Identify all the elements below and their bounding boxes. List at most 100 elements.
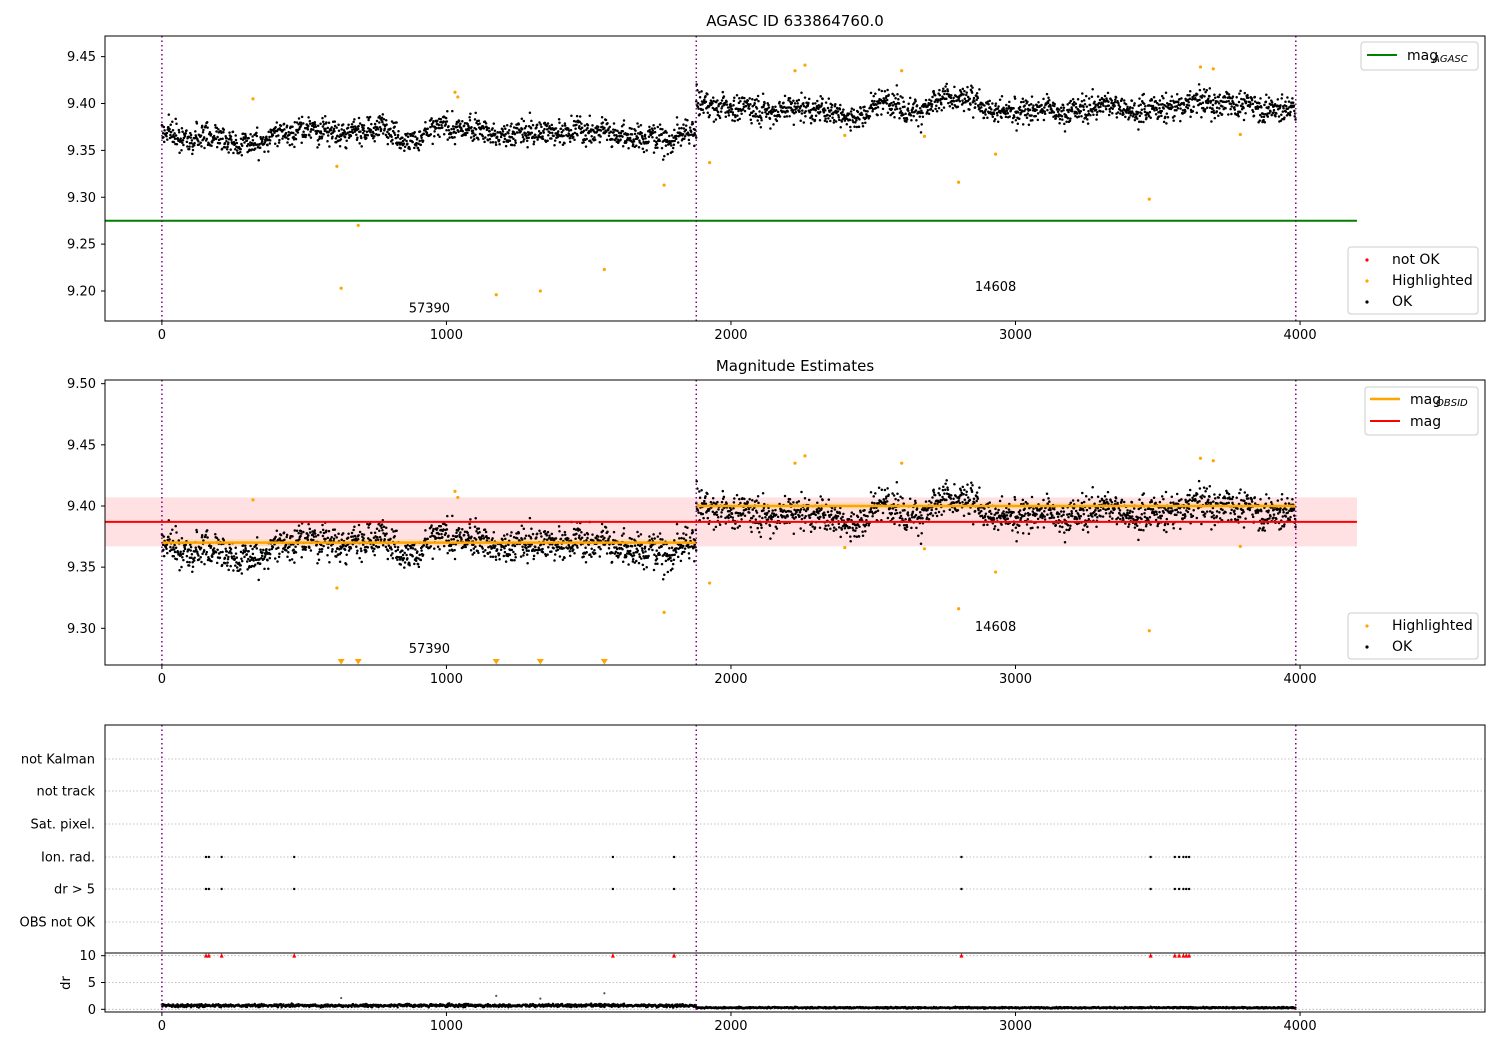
ok-point — [678, 537, 681, 540]
ok-point — [994, 105, 997, 108]
ok-point — [1179, 120, 1182, 123]
ok-point — [762, 93, 765, 96]
ok-point — [829, 115, 832, 118]
ok-point — [762, 509, 765, 512]
ok-point — [899, 107, 902, 110]
ok-point — [228, 131, 231, 134]
ok-point — [520, 555, 523, 558]
ok-point — [742, 103, 745, 106]
ok-point — [622, 123, 625, 126]
ok-point — [498, 139, 501, 142]
ok-point — [763, 102, 766, 105]
ok-point — [1171, 106, 1174, 109]
ok-point — [944, 85, 947, 88]
ok-point — [795, 111, 798, 114]
ok-point — [1252, 111, 1255, 114]
ok-point — [422, 140, 425, 143]
ok-point — [455, 132, 458, 135]
ok-point — [466, 132, 469, 135]
ok-point — [475, 530, 478, 533]
ok-point — [551, 124, 554, 127]
ok-point — [295, 551, 298, 554]
ok-point — [1067, 111, 1070, 114]
ok-point — [692, 531, 695, 534]
ok-point — [305, 546, 308, 549]
ok-point — [631, 545, 634, 548]
ok-point — [849, 526, 852, 529]
ok-point — [485, 531, 488, 534]
legend-ok-label: OK — [1392, 294, 1413, 310]
ok-point — [473, 138, 476, 141]
ok-point — [193, 142, 196, 145]
ok-point — [259, 549, 262, 552]
ok-point — [188, 145, 191, 148]
ok-point — [1167, 116, 1170, 119]
ok-point — [469, 527, 472, 530]
ok-point — [1166, 112, 1169, 115]
ok-point — [514, 142, 517, 145]
ok-point — [1007, 112, 1010, 115]
ok-point — [919, 511, 922, 514]
ok-point — [1035, 109, 1038, 112]
ok-point — [1111, 99, 1114, 102]
ok-point — [733, 528, 736, 531]
ok-point — [350, 135, 353, 138]
ok-point — [837, 110, 840, 113]
ok-point — [988, 100, 991, 103]
ok-point — [1069, 119, 1072, 122]
ok-point — [962, 93, 965, 96]
ok-point — [733, 497, 736, 500]
ok-point — [694, 539, 697, 542]
ok-point — [831, 523, 834, 526]
ok-point — [230, 548, 233, 551]
ok-point — [1043, 110, 1046, 113]
ok-point — [601, 523, 604, 526]
ok-point — [857, 516, 860, 519]
ok-point — [751, 98, 754, 101]
ok-point — [652, 533, 655, 536]
ok-point — [485, 122, 488, 125]
ok-point — [534, 546, 537, 549]
ok-point — [985, 108, 988, 111]
ok-point — [1121, 98, 1124, 101]
ok-point — [808, 499, 811, 502]
ok-point — [334, 120, 337, 123]
ok-point — [316, 562, 319, 565]
ok-point — [889, 104, 892, 107]
ok-point — [999, 98, 1002, 101]
ok-point — [1218, 102, 1221, 105]
highlighted-point — [1212, 67, 1215, 70]
ok-point — [750, 531, 753, 534]
ok-point — [878, 487, 881, 490]
ok-point — [402, 554, 405, 557]
ok-point — [443, 133, 446, 136]
ok-point — [572, 548, 575, 551]
ok-point — [215, 551, 218, 554]
ok-point — [616, 548, 619, 551]
ok-point — [514, 133, 517, 136]
ok-point — [601, 116, 604, 119]
ok-point — [693, 145, 696, 148]
ok-point — [725, 100, 728, 103]
ok-point — [482, 535, 485, 538]
ok-point — [930, 105, 933, 108]
ok-point — [740, 113, 743, 116]
ok-point — [1142, 121, 1145, 124]
ok-point — [593, 549, 596, 552]
ok-point — [274, 142, 277, 145]
ok-point — [953, 86, 956, 89]
ok-point — [861, 122, 864, 125]
ok-point — [524, 544, 527, 547]
highlighted-point — [1239, 133, 1242, 136]
ok-point — [1209, 87, 1212, 90]
ok-point — [597, 126, 600, 128]
ok-point — [1251, 99, 1254, 102]
ok-point — [527, 137, 530, 140]
ok-point — [855, 527, 858, 530]
ok-point — [521, 128, 524, 131]
ok-point — [942, 90, 945, 93]
ok-point — [748, 511, 751, 514]
ok-point — [873, 100, 876, 103]
highlighted-point — [453, 91, 456, 94]
ok-point — [312, 128, 315, 131]
